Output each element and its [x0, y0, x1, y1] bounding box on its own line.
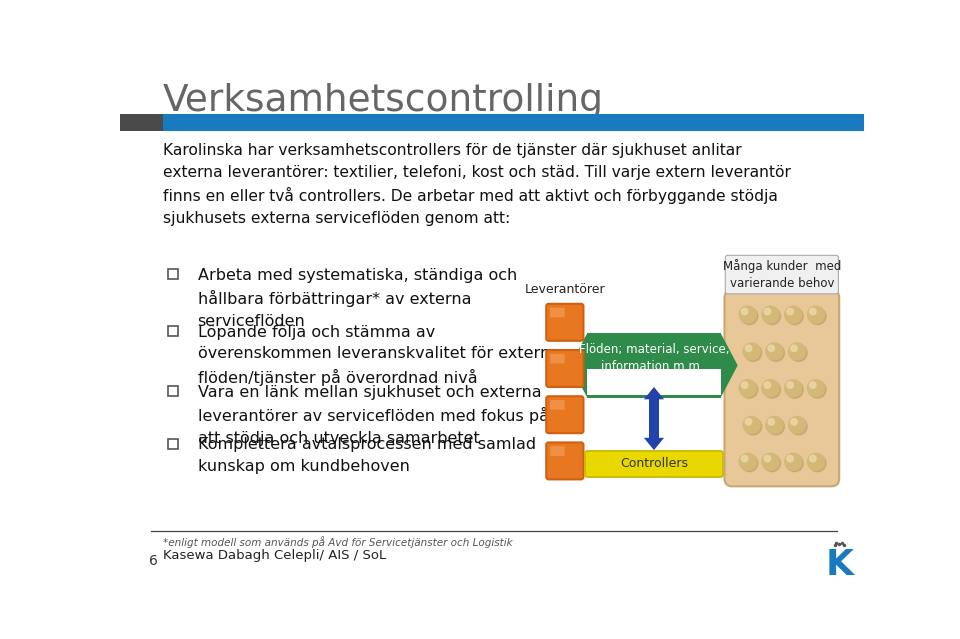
Text: Kasewa Dabagh Celepli/ AIS / SoL: Kasewa Dabagh Celepli/ AIS / SoL: [162, 550, 386, 562]
Circle shape: [784, 453, 802, 470]
Text: K: K: [826, 548, 853, 582]
Polygon shape: [721, 333, 737, 397]
Circle shape: [739, 453, 756, 470]
Circle shape: [788, 343, 805, 360]
Circle shape: [766, 343, 783, 360]
Circle shape: [741, 381, 757, 398]
Polygon shape: [570, 333, 588, 397]
Text: Karolinska har verksamhetscontrollers för de tjänster där sjukhuset anlitar
exte: Karolinska har verksamhetscontrollers fö…: [162, 143, 790, 226]
Circle shape: [764, 456, 771, 462]
Circle shape: [784, 306, 802, 323]
Text: *enligt modell som används på Avd för Servicetjänster och Logistik: *enligt modell som används på Avd för Se…: [162, 536, 513, 548]
FancyBboxPatch shape: [725, 290, 839, 486]
Text: Controllers: Controllers: [620, 458, 688, 470]
Text: Arbeta med systematiska, ständiga och
hållbara förbättringar* av externa
service: Arbeta med systematiska, ständiga och hå…: [198, 268, 516, 329]
Circle shape: [809, 456, 816, 462]
Circle shape: [787, 382, 793, 389]
Circle shape: [743, 343, 760, 360]
Text: 6: 6: [150, 554, 158, 568]
Circle shape: [786, 381, 804, 398]
Bar: [168, 386, 179, 396]
Circle shape: [739, 306, 756, 323]
Text: Många kunder  med
varierande behov: Många kunder med varierande behov: [723, 259, 841, 290]
Circle shape: [791, 419, 797, 425]
Circle shape: [786, 308, 804, 325]
Circle shape: [763, 308, 780, 325]
Circle shape: [745, 418, 761, 435]
FancyBboxPatch shape: [546, 396, 584, 433]
Circle shape: [791, 345, 797, 351]
Text: Vara en länk mellan sjukhuset och externa
leverantörer av serviceflöden med foku: Vara en länk mellan sjukhuset och extern…: [198, 385, 548, 446]
Circle shape: [763, 381, 780, 398]
Circle shape: [768, 345, 775, 351]
Circle shape: [790, 344, 807, 362]
Circle shape: [784, 380, 802, 397]
Circle shape: [741, 455, 757, 472]
Circle shape: [809, 308, 816, 315]
Circle shape: [764, 308, 771, 315]
Circle shape: [741, 308, 748, 315]
Circle shape: [767, 418, 784, 435]
Circle shape: [807, 453, 825, 470]
Bar: [588, 333, 721, 397]
Text: Flöden; material, service,
information m.m..: Flöden; material, service, information m…: [579, 343, 730, 373]
Circle shape: [764, 382, 771, 389]
Circle shape: [809, 308, 826, 325]
Circle shape: [762, 380, 779, 397]
FancyBboxPatch shape: [546, 350, 584, 387]
Circle shape: [768, 419, 775, 425]
FancyBboxPatch shape: [550, 308, 564, 318]
FancyBboxPatch shape: [725, 256, 838, 294]
Bar: [168, 326, 179, 336]
Circle shape: [766, 417, 783, 433]
Circle shape: [788, 417, 805, 433]
Circle shape: [786, 455, 804, 472]
Circle shape: [787, 456, 793, 462]
Text: Leverantörer: Leverantörer: [524, 283, 605, 296]
Circle shape: [741, 382, 748, 389]
Bar: [649, 399, 659, 438]
FancyBboxPatch shape: [550, 446, 564, 456]
Circle shape: [809, 382, 816, 389]
Bar: [168, 269, 179, 279]
Bar: [162, 114, 864, 130]
Circle shape: [762, 453, 779, 470]
Polygon shape: [644, 438, 664, 450]
Bar: [120, 114, 162, 130]
Circle shape: [741, 308, 757, 325]
Text: Löpande följa och stämma av
överenskommen leveranskvalitet för externa
flöden/tj: Löpande följa och stämma av överenskomme…: [198, 325, 560, 386]
Circle shape: [741, 456, 748, 462]
Circle shape: [807, 306, 825, 323]
Polygon shape: [644, 387, 664, 399]
FancyBboxPatch shape: [550, 354, 564, 364]
Bar: [588, 369, 721, 396]
Circle shape: [739, 380, 756, 397]
FancyBboxPatch shape: [546, 442, 584, 479]
Circle shape: [763, 455, 780, 472]
Circle shape: [787, 308, 793, 315]
Text: Verksamhetscontrolling: Verksamhetscontrolling: [162, 83, 604, 119]
Bar: [168, 438, 179, 449]
Circle shape: [745, 419, 752, 425]
Circle shape: [790, 418, 807, 435]
Circle shape: [809, 455, 826, 472]
FancyBboxPatch shape: [585, 451, 723, 477]
Circle shape: [745, 345, 752, 351]
Circle shape: [809, 381, 826, 398]
Circle shape: [762, 306, 779, 323]
Circle shape: [767, 344, 784, 362]
FancyBboxPatch shape: [550, 400, 564, 410]
Circle shape: [745, 344, 761, 362]
Circle shape: [743, 417, 760, 433]
Text: Komplettera avtalsprocessen med samlad
kunskap om kundbehoven: Komplettera avtalsprocessen med samlad k…: [198, 437, 536, 473]
Circle shape: [807, 380, 825, 397]
FancyBboxPatch shape: [546, 304, 584, 341]
